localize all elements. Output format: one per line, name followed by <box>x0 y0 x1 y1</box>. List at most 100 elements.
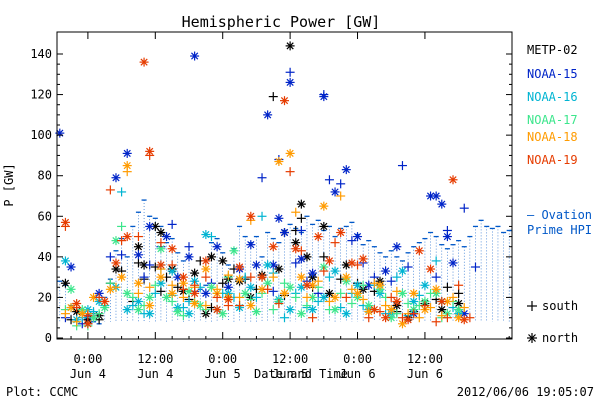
noaa-15-north-point <box>162 232 172 242</box>
noaa-18-south-point <box>313 276 323 286</box>
metp-02-north-point <box>285 41 295 51</box>
noaa-16-north-point <box>145 309 155 319</box>
noaa-17-north-point <box>386 313 396 323</box>
y-tick-label: 140 <box>30 47 52 61</box>
noaa-19-north-point <box>212 305 222 315</box>
noaa-18-south-point <box>302 292 312 302</box>
noaa-17-south-point <box>128 292 138 302</box>
noaa-15-north-point <box>330 187 340 197</box>
metp-02-south-point <box>268 92 278 102</box>
noaa-17-north-point <box>133 305 143 315</box>
noaa-15-north-point <box>280 228 289 238</box>
noaa-18-south-point <box>223 270 233 280</box>
noaa-19-south-point <box>117 236 127 246</box>
noaa-19-south-point <box>190 280 200 290</box>
noaa-16-south-point <box>280 313 289 323</box>
noaa-17-south-point <box>280 278 289 288</box>
noaa-19-north-point <box>83 319 93 329</box>
noaa-19-south-point <box>178 284 188 294</box>
x-tick-time-label: 0:00 <box>73 352 102 366</box>
noaa-19-south-point <box>364 313 374 323</box>
noaa-16-north-point <box>420 280 430 290</box>
noaa-15-north-point <box>381 266 391 276</box>
noaa-17-north-point <box>229 246 239 256</box>
metp-02-north-point <box>190 268 200 278</box>
noaa-18-south-point <box>324 296 334 306</box>
noaa-17-north-point <box>173 307 183 317</box>
noaa-19-south-point <box>274 299 284 309</box>
metp-02-south-point <box>218 278 228 288</box>
noaa-16-north-point <box>246 282 256 292</box>
noaa-17-north-point <box>251 307 261 317</box>
noaa-15-north-point <box>145 221 155 231</box>
noaa-16-north-point <box>397 266 407 276</box>
noaa-16-north-point <box>122 305 132 315</box>
x-tick-date-label: Jun 4 <box>137 367 173 381</box>
noaa-15-south-point <box>291 258 301 268</box>
noaa-17-south-point <box>178 311 188 321</box>
noaa-17-north-point <box>162 292 172 302</box>
noaa-17-north-point <box>330 305 340 315</box>
noaa-19-north-point <box>139 57 149 67</box>
metp-02-south-point <box>296 213 306 223</box>
metp-02-north-point <box>206 252 216 262</box>
noaa-19-north-point <box>426 264 436 274</box>
noaa-19-north-point <box>403 315 413 325</box>
metp-02-north-point <box>324 288 334 298</box>
metp-02-north-point <box>133 242 143 252</box>
noaa-15-south-point <box>139 272 149 282</box>
noaa-19-north-point <box>223 294 233 304</box>
noaa-18-south-point <box>235 292 245 302</box>
noaa-19-north-point <box>392 296 402 306</box>
noaa-16-south-point <box>251 292 261 302</box>
footer-timestamp: 2012/06/06 19:05:07 <box>457 385 594 399</box>
noaa-15-south-point <box>285 67 295 77</box>
ovation-layer <box>57 199 512 325</box>
noaa-15-south-point <box>167 219 177 229</box>
legend-ovation-line1: – Ovation <box>527 208 592 222</box>
metp-02-south-point <box>454 288 464 298</box>
noaa-15-north-point <box>308 268 318 278</box>
noaa-15-north-point <box>392 242 402 252</box>
x-tick-time-label: 12:00 <box>272 352 308 366</box>
legend-south-label: south <box>542 299 578 313</box>
noaa-17-north-point <box>240 288 250 298</box>
noaa-16-south-point <box>150 288 160 298</box>
noaa-19-north-point <box>100 296 110 306</box>
noaa-18-north-point <box>296 272 306 282</box>
noaa-15-north-point <box>442 232 452 242</box>
noaa-19-south-point <box>263 284 273 294</box>
noaa-17-north-point <box>145 292 155 302</box>
noaa-15-north-point <box>190 51 200 61</box>
noaa-18-south-point <box>392 286 402 296</box>
noaa-18-south-point <box>72 317 82 327</box>
noaa-18-south-point <box>358 294 368 304</box>
noaa-19-north-point <box>347 258 357 268</box>
noaa-15-south-point <box>336 179 346 189</box>
noaa-19-north-point <box>369 305 379 315</box>
x-tick-date-label: Jun 5 <box>205 367 241 381</box>
marks-layer <box>55 41 480 331</box>
x-tick-date-label: Jun 6 <box>407 367 443 381</box>
noaa-15-south-point <box>397 161 407 171</box>
noaa-18-south-point <box>201 301 211 311</box>
noaa-19-south-point <box>167 260 177 270</box>
noaa-18-north-point <box>341 272 351 282</box>
noaa-17-south-point <box>302 301 312 311</box>
noaa-19-south-point <box>442 313 452 323</box>
noaa-18-south-point <box>268 272 278 282</box>
x-tick-date-label: Jun 4 <box>70 367 106 381</box>
noaa-18-north-point <box>156 272 166 282</box>
noaa-19-south-point <box>94 292 104 302</box>
metp-02-north-point <box>156 228 166 238</box>
noaa-16-north-point <box>133 296 143 306</box>
noaa-15-north-point <box>263 110 273 120</box>
noaa-15-south-point <box>470 262 480 272</box>
noaa-18-south-point <box>437 311 447 321</box>
noaa-19-north-point <box>291 244 301 254</box>
x-tick-time-label: 12:00 <box>137 352 173 366</box>
noaa-15-south-point <box>296 225 306 235</box>
noaa-19-north-point <box>324 256 334 266</box>
